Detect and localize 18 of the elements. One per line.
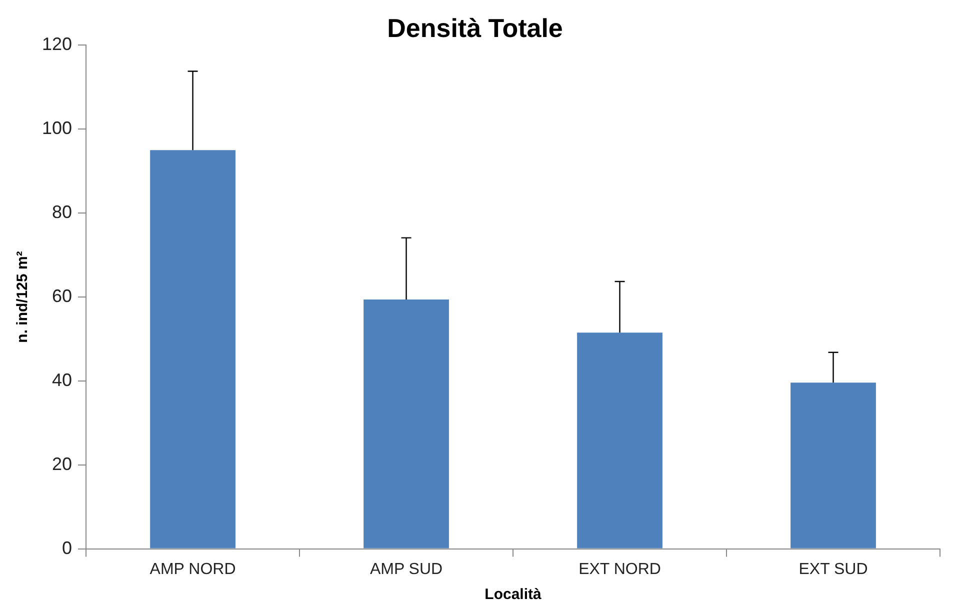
chart-title: Densità Totale [387,12,563,43]
bar [790,382,876,548]
bar [577,332,662,548]
y-tick-label: 100 [42,118,72,138]
bar [150,150,236,548]
y-tick-label: 0 [62,538,72,558]
x-tick-label: AMP SUD [370,560,443,578]
y-tick-label: 40 [52,370,72,390]
x-tick-label: EXT SUD [798,560,868,578]
x-axis-title: Località [484,586,542,604]
y-tick-label: 120 [42,34,72,54]
y-tick-label: 60 [52,286,72,306]
y-axis-title: n. ind/125 m² [14,251,32,343]
x-tick-label: EXT NORD [578,560,661,578]
x-tick-label: AMP NORD [150,560,236,578]
bar [364,300,449,548]
y-tick-label: 80 [52,202,72,222]
y-tick-label: 20 [52,454,72,474]
